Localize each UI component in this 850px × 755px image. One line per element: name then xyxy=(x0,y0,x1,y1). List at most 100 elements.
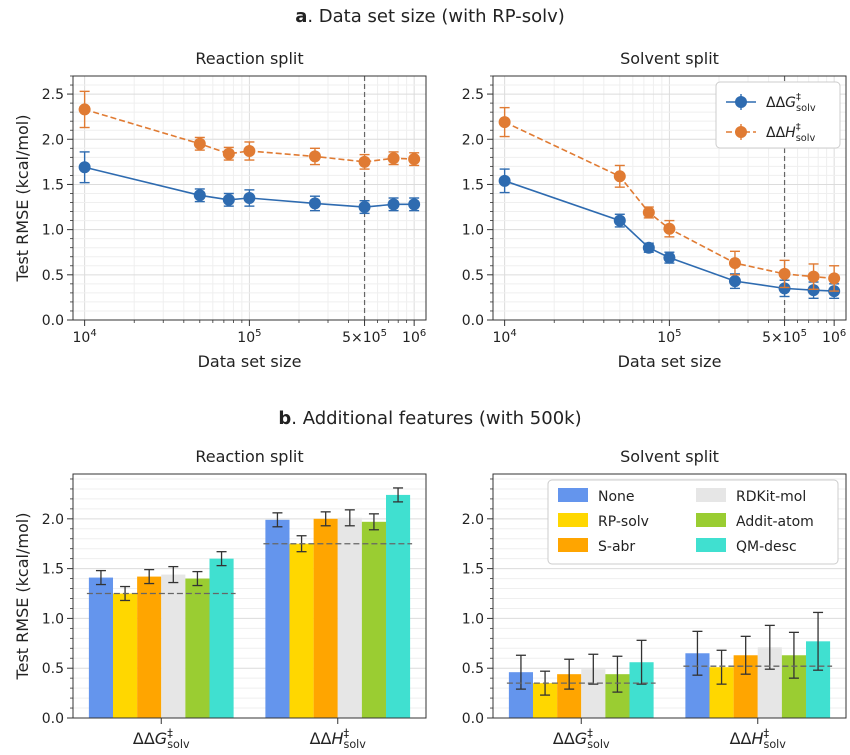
y-tick-label: 0.5 xyxy=(42,268,64,284)
bar-qm-desc xyxy=(385,494,411,718)
legend-swatch xyxy=(558,488,588,502)
x-tick-label: 105 xyxy=(237,328,261,346)
bar-plot-2: 0.0 0.5 1.0 1.5 2.0 ΔΔG‡ solv ΔΔH‡ solv Reaction … xyxy=(13,447,427,751)
x-tick-label: 5×105 xyxy=(342,328,387,346)
x-tick-label: 106 xyxy=(822,328,846,346)
y-tick-label: 2.0 xyxy=(462,512,484,528)
x-tick-label-g: ΔΔG‡ solv xyxy=(133,727,190,751)
y-tick-label: 2.5 xyxy=(462,87,484,103)
subplot-title: Solvent split xyxy=(620,49,719,68)
data-point-h xyxy=(78,103,91,116)
x-tick-label-h: ΔΔH‡ solv xyxy=(730,727,787,751)
y-tick-label: 0.5 xyxy=(42,661,64,677)
subplot-title: Reaction split xyxy=(195,447,303,466)
data-point-g xyxy=(222,193,235,206)
x-tick-label: 5×105 xyxy=(762,328,807,346)
subplot-title: Solvent split xyxy=(620,447,719,466)
data-point-h xyxy=(358,155,371,168)
data-point-g xyxy=(778,282,791,295)
x-tick-label: 104 xyxy=(493,328,517,346)
legend-label-h: ΔΔH‡ solv xyxy=(766,122,816,144)
data-point-h xyxy=(778,267,791,280)
panel-a-title-text: . Data set size (with RP-solv) xyxy=(307,6,564,27)
bar-rp-solv xyxy=(289,543,314,718)
data-point-g xyxy=(387,198,400,211)
y-axis-label: Test RMSE (kcal/mol) xyxy=(13,115,32,283)
y-tick-label: 1.0 xyxy=(42,223,64,239)
bar-qm-desc xyxy=(209,558,234,718)
y-tick-label: 1.0 xyxy=(462,223,484,239)
data-point-h xyxy=(642,206,655,219)
bar-addit-atom xyxy=(185,578,210,718)
y-tick-label: 1.5 xyxy=(42,562,64,578)
legend-label: RP-solv xyxy=(598,514,649,530)
data-point-h xyxy=(498,116,511,129)
plot-frame xyxy=(72,473,427,719)
bar-rdkit-mol xyxy=(337,517,362,718)
series-line-h xyxy=(504,121,835,280)
data-point-g xyxy=(613,214,626,227)
bar-rdkit-mol xyxy=(161,574,186,718)
data-point-g xyxy=(807,284,820,297)
y-tick-label: 0.0 xyxy=(42,711,64,727)
y-tick-label: 0.5 xyxy=(462,661,484,677)
legend-label: QM-desc xyxy=(736,539,797,555)
legend-label: S-abr xyxy=(598,539,635,555)
x-tick-label: 104 xyxy=(73,328,97,346)
panel-a-letter: a xyxy=(295,6,307,27)
y-tick-label: 1.0 xyxy=(462,611,484,627)
legend-marker xyxy=(735,96,747,108)
bar-addit-atom xyxy=(361,521,386,718)
data-point-h xyxy=(408,153,421,166)
data-point-g xyxy=(408,198,421,211)
legend-swatch xyxy=(696,538,726,552)
legend-swatch xyxy=(558,513,588,527)
panel-a-title: a. Data set size (with RP-solv) xyxy=(295,6,565,27)
x-tick-label: 105 xyxy=(657,328,681,346)
y-tick-label: 1.5 xyxy=(462,177,484,193)
y-tick-label: 0.0 xyxy=(462,313,484,329)
plot-frame xyxy=(492,473,847,719)
bar-rp-solv xyxy=(113,593,138,718)
line-plot-1: 0.0 0.5 1.0 1.5 2.0 2.5 104 105 5×105 106 Solvent … xyxy=(462,49,847,371)
x-axis-label: Data set size xyxy=(618,352,722,371)
y-tick-label: 2.0 xyxy=(462,132,484,148)
legend-swatch xyxy=(696,488,726,502)
legend-swatch xyxy=(558,538,588,552)
bar-none xyxy=(88,577,114,718)
legend: None RP-solv S-abr RDKit-mol Addit-atom QM-de… xyxy=(547,479,839,565)
data-point-h xyxy=(728,257,741,270)
plot-frame xyxy=(72,75,427,321)
data-point-h xyxy=(243,145,256,158)
panel-b-title-text: . Additional features (with 500k) xyxy=(291,408,581,429)
legend-label-g: ΔΔG‡ solv xyxy=(766,92,816,114)
line-plot-0: 0.0 0.5 1.0 1.5 2.0 2.5 104 105 5×105 106 Reaction… xyxy=(13,49,427,371)
x-tick-label-g: ΔΔG‡ solv xyxy=(553,727,610,751)
y-tick-label: 2.0 xyxy=(42,512,64,528)
y-tick-label: 0.0 xyxy=(42,313,64,329)
data-point-g xyxy=(642,241,655,254)
legend: ΔΔG‡ solv ΔΔH‡ solv xyxy=(715,81,841,149)
y-tick-label: 1.0 xyxy=(42,611,64,627)
data-point-h xyxy=(828,272,841,285)
subplot-title: Reaction split xyxy=(195,49,303,68)
data-point-h xyxy=(807,270,820,283)
x-axis-label: Data set size xyxy=(198,352,302,371)
data-point-g xyxy=(193,189,206,202)
bar-plot-3: 0.0 0.5 1.0 1.5 2.0 ΔΔG‡ solv ΔΔH‡ solv Solvent s… xyxy=(462,447,847,751)
data-point-g xyxy=(498,174,511,187)
panel-b-letter: b xyxy=(278,408,291,429)
x-tick-label: 106 xyxy=(402,328,426,346)
bar-none xyxy=(265,519,290,718)
y-tick-label: 1.5 xyxy=(42,177,64,193)
data-point-g xyxy=(78,161,91,174)
x-tick-label-h: ΔΔH‡ solv xyxy=(310,727,367,751)
bar-s-abr xyxy=(137,576,162,718)
y-tick-label: 2.0 xyxy=(42,132,64,148)
data-point-h xyxy=(387,152,400,165)
data-point-h xyxy=(308,150,321,163)
data-point-h xyxy=(663,222,676,235)
data-point-g xyxy=(728,275,741,288)
data-point-g xyxy=(243,192,256,204)
legend-label: None xyxy=(598,489,635,505)
